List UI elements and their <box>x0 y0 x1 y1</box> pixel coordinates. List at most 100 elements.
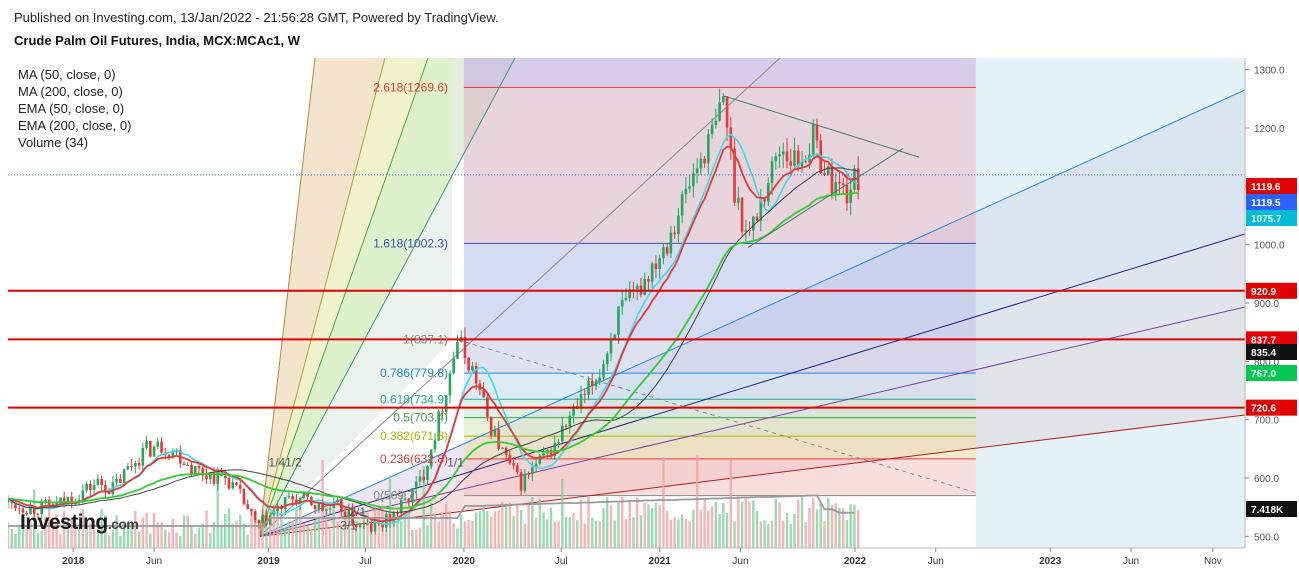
candle-body <box>650 263 654 282</box>
price-tag <box>1246 365 1297 381</box>
candle-body <box>336 499 339 503</box>
candle-body <box>497 429 500 449</box>
candle-body <box>523 473 527 491</box>
volume-bar <box>96 528 100 548</box>
candle-body <box>414 481 418 488</box>
volume-bar <box>418 527 422 548</box>
volume-bar <box>740 501 744 548</box>
volume-bar <box>179 535 182 548</box>
fib-level-label: 0(569.7) <box>373 489 418 503</box>
volume-bar <box>594 520 598 548</box>
volume-bar <box>703 498 706 548</box>
x-tick-label: 2019 <box>257 556 280 567</box>
candle-body <box>96 478 100 485</box>
volume-bar <box>688 521 691 548</box>
candle-body <box>763 199 766 202</box>
volume-bar <box>100 508 103 548</box>
volume-bar <box>231 523 234 548</box>
volume-bar <box>36 532 40 548</box>
candle-body <box>205 475 208 480</box>
volume-bar <box>467 519 470 548</box>
candle-body <box>21 508 25 513</box>
volume-bar <box>40 530 43 548</box>
volume-bar <box>253 517 257 548</box>
x-tick-label: Jul <box>359 556 372 567</box>
volume-bar <box>587 496 590 548</box>
legend-volume[interactable]: Volume (34) <box>18 135 89 150</box>
volume-bar <box>317 516 321 548</box>
volume-bar <box>782 520 785 548</box>
legend-ma200[interactable]: MA (200, close, 0) <box>18 84 123 99</box>
fib-level-label: 1.618(1002.3) <box>373 236 448 250</box>
candle-body <box>467 357 470 371</box>
volume-bar <box>437 521 440 548</box>
volume-bar <box>650 508 654 548</box>
candle-body <box>317 502 321 510</box>
candle-body <box>59 497 62 503</box>
candle-body <box>654 263 658 270</box>
candle-body <box>463 336 467 358</box>
volume-bar <box>797 499 800 548</box>
legend-ma50[interactable]: MA (50, close, 0) <box>18 67 116 82</box>
volume-bar <box>789 523 792 548</box>
volume-bar <box>62 511 66 548</box>
candle-body <box>85 483 88 491</box>
x-tick-label: Jul <box>555 556 568 567</box>
candle-body <box>755 216 759 221</box>
volume-bar <box>152 512 156 548</box>
volume-bar <box>358 526 362 548</box>
candle-body <box>81 490 85 500</box>
volume-bar <box>197 527 201 548</box>
candle-body <box>433 440 437 450</box>
legend-ema50[interactable]: EMA (50, close, 0) <box>18 101 125 116</box>
candle-body <box>100 478 103 485</box>
y-tick-label: 900.0 <box>1254 299 1279 310</box>
price-tag <box>1246 194 1297 210</box>
candle-body <box>29 506 32 515</box>
volume-bar <box>478 511 482 548</box>
volume-bar <box>647 504 650 548</box>
y-tick-label: 700.0 <box>1254 416 1279 427</box>
level-price-tag-label: 837.7 <box>1251 335 1276 346</box>
volume-bar <box>531 496 534 548</box>
gann-fan-line <box>259 58 516 537</box>
candle-body <box>744 230 748 232</box>
candle-body <box>44 499 47 501</box>
candle-body <box>830 166 834 195</box>
candle-body <box>92 484 96 491</box>
candle-body <box>145 441 148 448</box>
candle-body <box>89 483 92 491</box>
candle-body <box>295 499 298 504</box>
candle-body <box>766 182 770 202</box>
candle-body <box>62 497 66 504</box>
candle-body <box>358 523 362 527</box>
volume-bar <box>182 515 186 548</box>
candle-body <box>66 496 70 504</box>
candle-body <box>752 216 755 231</box>
candle-body <box>149 441 152 457</box>
candle-body <box>680 194 684 216</box>
candle-body <box>560 425 564 442</box>
candle-body <box>272 511 276 516</box>
volume-bar <box>220 524 223 548</box>
candle-body <box>366 524 369 526</box>
candle-body <box>448 373 452 396</box>
candle-body <box>684 188 688 195</box>
volume-bar <box>684 519 688 548</box>
volume-bar <box>568 517 571 548</box>
level-price-tag <box>1246 331 1297 348</box>
candle-body <box>707 134 710 164</box>
candle-body <box>302 492 306 499</box>
candle-body <box>437 411 441 441</box>
candle-body <box>501 447 504 449</box>
candle-body <box>482 390 485 398</box>
candle-body <box>122 469 126 483</box>
legend-ema200[interactable]: EMA (200, close, 0) <box>18 118 132 133</box>
candle-body <box>418 476 422 482</box>
level-price-tag-label: 720.6 <box>1251 404 1276 415</box>
volume-bar <box>744 498 748 548</box>
candle-body <box>849 189 852 204</box>
candle-body <box>590 380 594 387</box>
volume-bar <box>175 532 178 548</box>
